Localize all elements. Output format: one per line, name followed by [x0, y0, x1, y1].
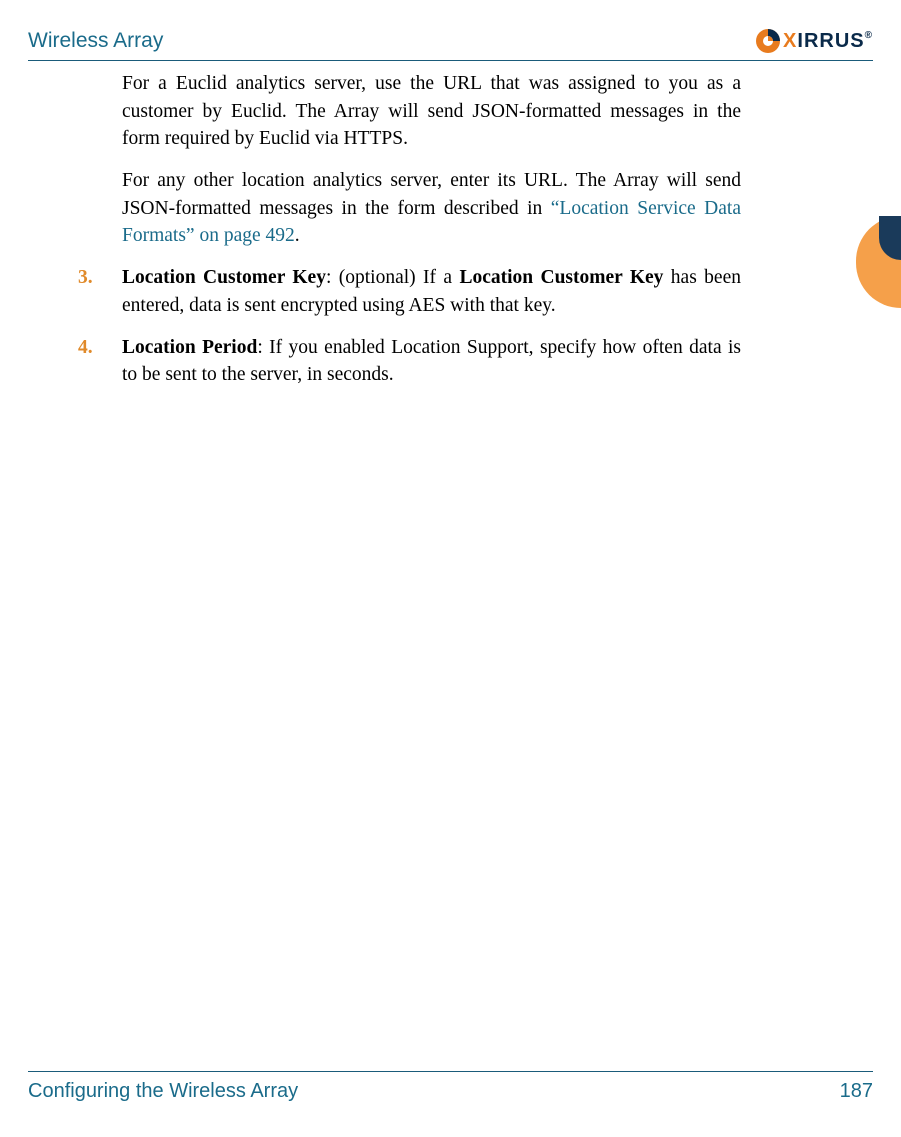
numbered-item-4: 4. Location Period: If you enabled Locat…	[78, 334, 741, 389]
list-number: 4.	[78, 334, 122, 389]
paragraph: For a Euclid analytics server, use the U…	[122, 70, 741, 153]
paragraph: For any other location analytics server,…	[122, 167, 741, 250]
page-header: Wireless Array XIRRUS®	[28, 28, 873, 61]
header-title: Wireless Array	[28, 29, 163, 53]
list-number: 3.	[78, 264, 122, 319]
page-footer: Configuring the Wireless Array 187	[28, 1071, 873, 1103]
footer-page-number: 187	[840, 1080, 873, 1103]
numbered-item-3: 3. Location Customer Key: (optional) If …	[78, 264, 741, 319]
footer-section-title: Configuring the Wireless Array	[28, 1080, 298, 1103]
side-tab-marker	[856, 216, 901, 308]
logo-text: XIRRUS®	[783, 30, 873, 53]
list-text: Location Period: If you enabled Location…	[122, 334, 741, 389]
list-text: Location Customer Key: (optional) If a L…	[122, 264, 741, 319]
page-body: For a Euclid analytics server, use the U…	[78, 70, 741, 403]
xirrus-logo-icon	[755, 28, 781, 54]
brand-logo: XIRRUS®	[755, 28, 873, 54]
